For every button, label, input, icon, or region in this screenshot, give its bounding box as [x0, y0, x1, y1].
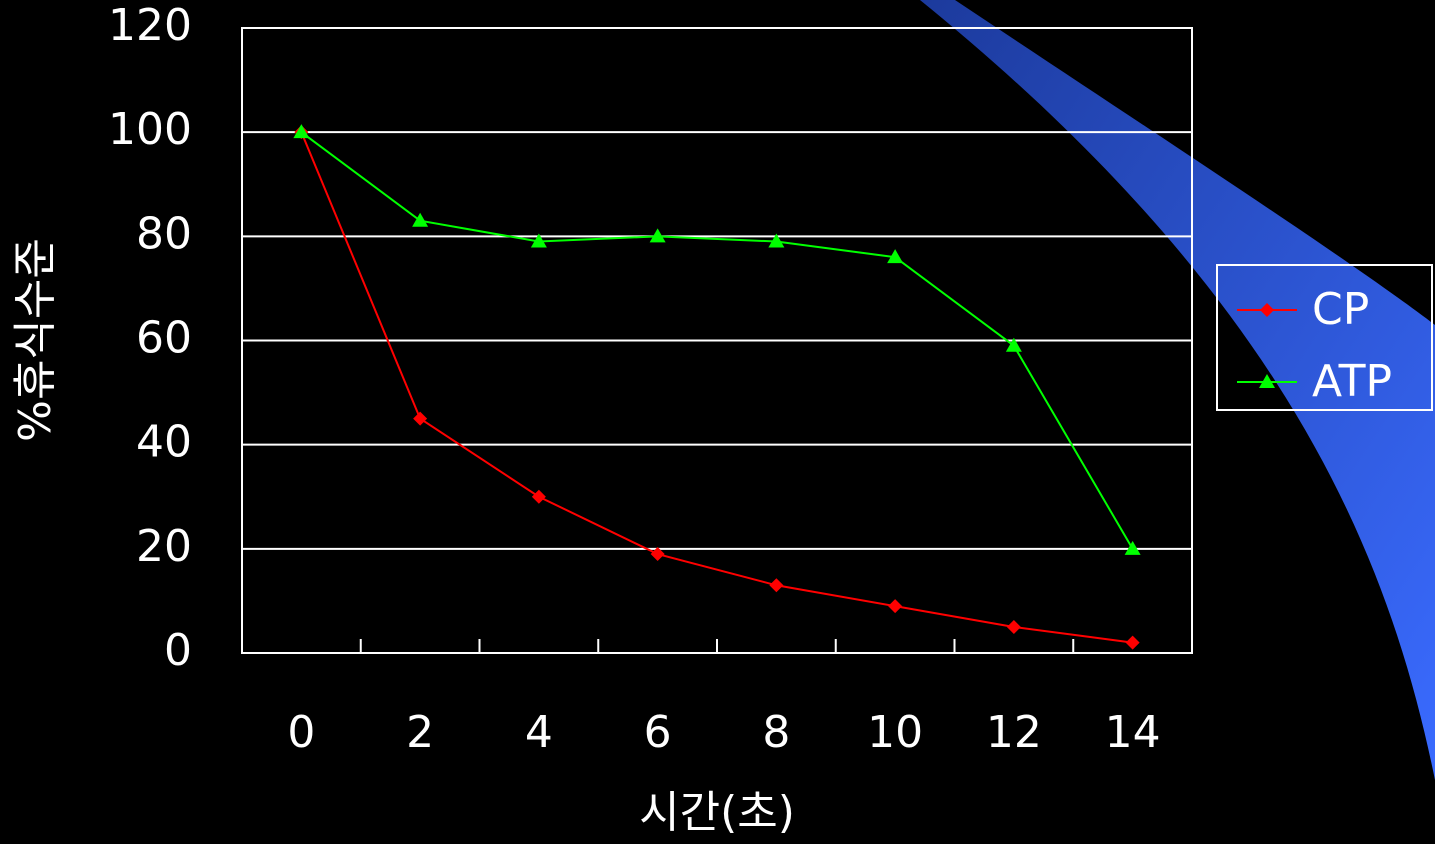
x-tick-label: 0: [287, 707, 315, 758]
x-tick-label: 10: [867, 707, 923, 758]
y-tick-label: 20: [136, 521, 192, 572]
x-tick-label: 6: [644, 707, 672, 758]
legend-label: CP: [1312, 284, 1369, 335]
y-tick-label: 40: [136, 417, 192, 468]
chart: %휴식수준 시간(초) 0 20 40 60 80 100 120 0 2 4 6 8 10 12 14 CP…: [0, 0, 1435, 844]
x-tick-label: 4: [525, 707, 553, 758]
y-tick-label: 100: [108, 104, 192, 155]
x-tick-label: 8: [762, 707, 790, 758]
legend-label: ATP: [1312, 356, 1392, 407]
y-tick-label: 120: [108, 0, 192, 51]
x-tick-label: 14: [1105, 707, 1161, 758]
background: [0, 0, 1435, 844]
y-tick-label: 60: [136, 313, 192, 364]
y-tick-label: 0: [164, 625, 192, 676]
x-axis-label: 시간(초): [639, 787, 795, 838]
x-tick-label: 12: [986, 707, 1042, 758]
x-tick-label: 2: [406, 707, 434, 758]
y-tick-label: 80: [136, 208, 192, 259]
page: %휴식수준 시간(초) 0 20 40 60 80 100 120 0 2 4 6 8 10 12 14 CP…: [0, 0, 1435, 844]
y-axis-label: %휴식수준: [10, 238, 61, 442]
